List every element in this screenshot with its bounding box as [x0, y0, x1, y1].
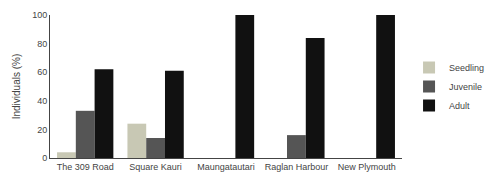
svg-text:Juvenile: Juvenile: [449, 82, 482, 92]
svg-text:Raglan Harbour: Raglan Harbour: [265, 162, 329, 172]
svg-text:100: 100: [32, 10, 47, 20]
svg-text:Maungatautari: Maungatautari: [197, 162, 255, 172]
svg-text:Individuals (%): Individuals (%): [11, 54, 22, 120]
svg-text:Square Kauri: Square Kauri: [129, 162, 182, 172]
svg-text:New Plymouth: New Plymouth: [338, 162, 396, 172]
svg-text:0: 0: [42, 153, 47, 163]
svg-text:Adult: Adult: [449, 101, 470, 111]
svg-text:60: 60: [37, 67, 47, 77]
svg-text:80: 80: [37, 39, 47, 49]
svg-text:40: 40: [37, 96, 47, 106]
svg-text:The 309 Road: The 309 Road: [57, 162, 114, 172]
svg-text:20: 20: [37, 125, 47, 135]
svg-text:Seedling: Seedling: [449, 63, 484, 73]
